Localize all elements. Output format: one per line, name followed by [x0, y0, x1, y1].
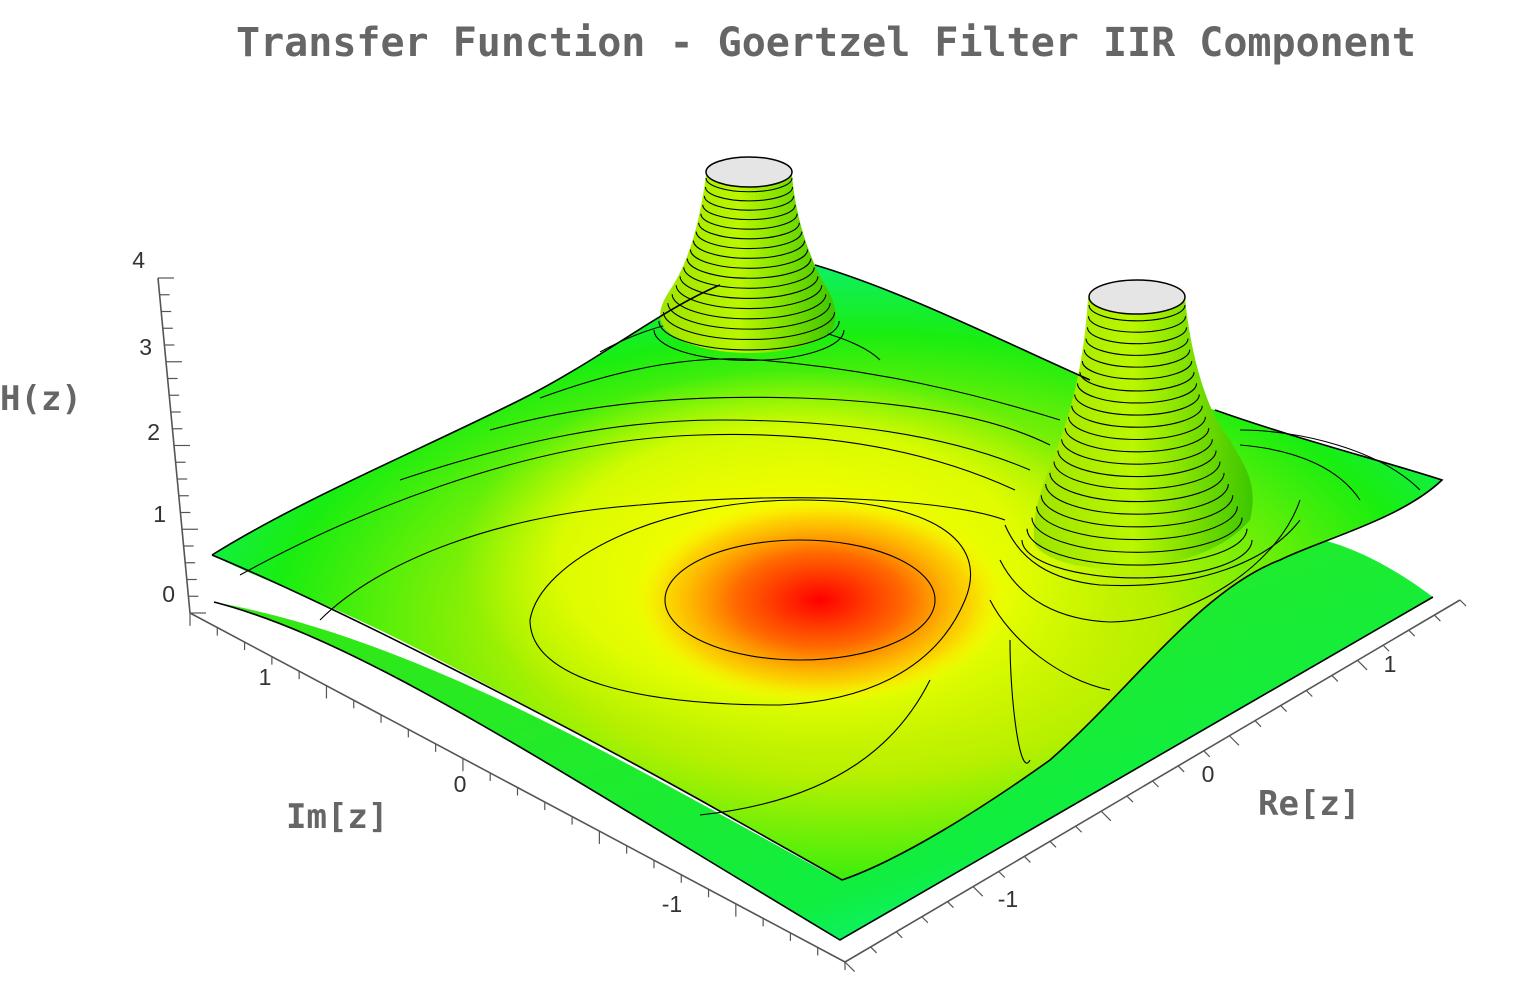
peak-right-contour	[1071, 405, 1203, 428]
peak-right-contour	[1057, 450, 1217, 478]
peak-left-contour	[700, 213, 798, 230]
re-axis-tick	[1305, 690, 1313, 697]
re-axis-tick	[972, 886, 984, 897]
lower-sheet-front-edge	[213, 596, 1434, 941]
peak-left-contour	[705, 177, 793, 193]
peak-left-contour	[692, 240, 806, 259]
re-axis-tick	[895, 931, 903, 939]
re-axis-tick	[1459, 599, 1467, 607]
z-tick-label-3: 3	[139, 334, 152, 360]
peak-left-contour	[703, 195, 795, 211]
pole-peak-right	[1021, 279, 1253, 579]
pole-peak-left	[653, 156, 845, 361]
re-axis-tick	[1331, 674, 1339, 682]
peak-right-contour	[1076, 383, 1198, 404]
z-axis-label: H(z)	[0, 379, 82, 419]
peak-left-contour	[679, 276, 819, 299]
peak-right-contour	[1088, 304, 1186, 322]
im-tick-label-0: 0	[454, 771, 467, 797]
peak-left-contour	[653, 329, 845, 361]
peak-left-contour	[662, 312, 836, 341]
re-axis: -1 0 1	[844, 599, 1467, 973]
im-axis: 1 0 -1	[189, 612, 846, 970]
clip-cap-left	[705, 156, 793, 188]
re-axis-tick	[1075, 825, 1083, 833]
peak-right-contour	[1061, 439, 1213, 465]
peak-left-contour	[689, 249, 809, 269]
peak-right-contour	[1021, 539, 1253, 579]
z-tick-label-4: 4	[132, 247, 145, 273]
clip-cap-right	[1088, 279, 1186, 315]
peak-right-contour	[1036, 506, 1238, 541]
peak-right-contour	[1040, 495, 1234, 528]
re-axis-tick	[947, 901, 954, 909]
peak-right-contour	[1068, 416, 1206, 440]
im-tick-label-neg1: -1	[662, 891, 682, 917]
re-axis-tick	[1177, 765, 1185, 773]
re-axis-tick	[1280, 705, 1288, 713]
peak-right-contour	[1085, 338, 1189, 356]
re-axis-tick	[1382, 644, 1390, 652]
upper-sheet-back-edge	[211, 284, 721, 556]
re-axis-tick	[998, 871, 1006, 878]
peak-left-contour	[702, 204, 796, 221]
peak-right-contour	[1031, 517, 1243, 553]
re-axis-tick	[1203, 750, 1211, 758]
re-axis-tick	[1357, 659, 1368, 671]
peak-right-contour	[1026, 528, 1248, 566]
peak-left-contour	[658, 321, 840, 351]
z-axis: 4 3 2 1 0	[132, 247, 206, 614]
re-axis-tick	[921, 916, 929, 924]
peak-right-contour	[1079, 372, 1195, 392]
peak-right-contour	[1045, 484, 1229, 515]
re-axis-tick	[870, 946, 878, 954]
re-axis-tick	[1228, 735, 1240, 746]
maximum-region	[630, 495, 1010, 705]
re-axis-label: Re[z]	[1258, 784, 1360, 824]
peak-left-contour	[675, 285, 823, 310]
re-axis-tick	[1049, 840, 1057, 848]
peak-right-contour	[1049, 472, 1225, 503]
peak-right-contour	[1086, 327, 1188, 345]
re-tick-label-neg1: -1	[998, 886, 1018, 912]
im-tick-label-1: 1	[259, 664, 272, 690]
re-axis-tick	[1408, 629, 1416, 637]
re-tick-label-0: 0	[1202, 761, 1215, 787]
upper-sheet-front-edge	[211, 554, 843, 881]
peak-right-contour	[1081, 360, 1193, 380]
upper-sheet-right-edge	[841, 409, 1444, 881]
z-tick-label-0: 0	[162, 581, 175, 607]
surface-contours	[239, 317, 1421, 816]
peak-left-contour	[695, 231, 803, 250]
peak-left-contour	[686, 258, 812, 279]
re-axis-tick	[1433, 614, 1441, 622]
re-axis-tick	[1100, 810, 1112, 822]
peak-left-contour	[683, 267, 815, 289]
peak-left-contour	[667, 303, 831, 330]
z-tick-label-1: 1	[153, 501, 166, 527]
re-axis-tick	[1126, 795, 1134, 803]
peak-right-contour	[1053, 461, 1221, 490]
z-tick-label-2: 2	[147, 419, 160, 445]
re-axis-tick	[1254, 720, 1262, 728]
peak-right-contour	[1074, 394, 1200, 416]
peak-left-contour	[698, 222, 800, 240]
re-axis-tick	[844, 961, 856, 973]
re-axis-tick	[1023, 855, 1031, 863]
upper-sheet-right-back-edge	[814, 264, 1091, 381]
peak-right-contour	[1087, 316, 1187, 333]
re-tick-label-1: 1	[1384, 651, 1397, 677]
re-axis-tick	[1152, 780, 1159, 788]
peak-right-contour	[1083, 349, 1191, 368]
peak-left-contour	[704, 186, 794, 202]
chart-title: Transfer Function - Goertzel Filter IIR …	[236, 20, 1416, 66]
im-axis-label: Im[z]	[286, 797, 388, 837]
peak-right-contour	[1064, 428, 1210, 453]
